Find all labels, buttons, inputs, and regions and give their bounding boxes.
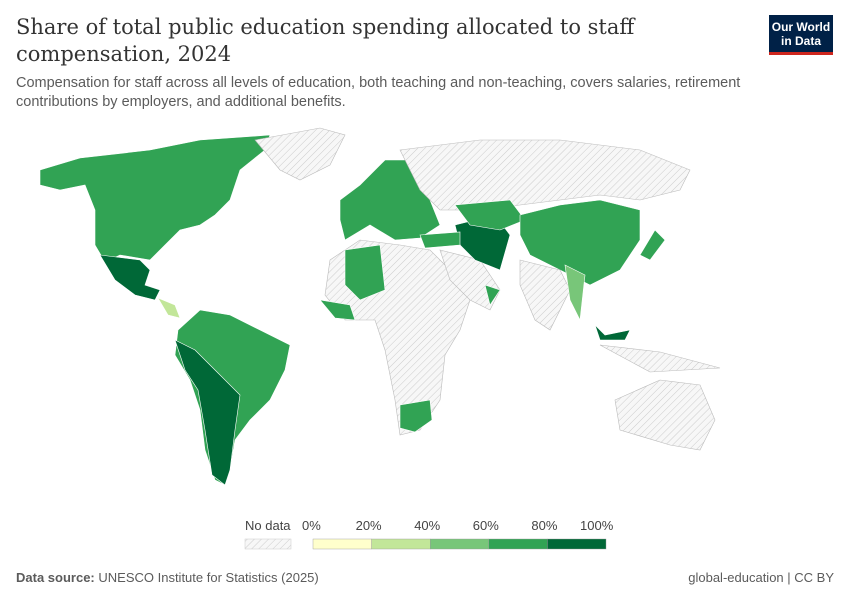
legend-no-data-label: No data	[245, 518, 291, 533]
legend-tick: 80%	[531, 518, 558, 533]
legend-no-data-swatch	[244, 538, 292, 550]
legend-bin-4[interactable]	[547, 538, 607, 550]
legend-bin-2[interactable]	[429, 538, 489, 550]
source-text[interactable]: UNESCO Institute for Statistics (2025)	[98, 570, 319, 585]
legend-bin-0[interactable]	[312, 538, 372, 550]
legend-tick: 0%	[302, 518, 321, 533]
region-kazakhstan[interactable]	[454, 199, 526, 231]
region-japan[interactable]	[639, 229, 666, 261]
legend-tick: 40%	[414, 518, 441, 533]
region-indonesia[interactable]	[599, 344, 721, 373]
owid-logo[interactable]: Our World in Data	[769, 15, 833, 55]
region-oman[interactable]	[484, 284, 501, 306]
region-central-america[interactable]	[157, 297, 181, 319]
legend-bin-3[interactable]	[488, 538, 548, 550]
region-west-africa[interactable]	[319, 299, 356, 321]
region-turkey[interactable]	[419, 231, 461, 249]
region-myanmar[interactable]	[564, 264, 586, 322]
region-peru-bolivia-argentina[interactable]	[174, 339, 241, 486]
region-china[interactable]	[519, 199, 641, 286]
region-algeria[interactable]	[344, 244, 386, 301]
region-mexico[interactable]	[99, 254, 161, 301]
legend-tick: 60%	[472, 518, 499, 533]
region-north-america[interactable]	[39, 134, 271, 263]
legend-bin-1[interactable]	[371, 538, 431, 550]
chart-subtitle: Compensation for staff across all levels…	[16, 75, 741, 110]
source-label: Data source:	[16, 570, 95, 585]
data-source: Data source: UNESCO Institute for Statis…	[16, 570, 319, 585]
legend-swatches	[244, 538, 607, 550]
legend-tick: 100%	[580, 518, 614, 533]
region-south-africa[interactable]	[399, 399, 433, 433]
legend-tick: 20%	[355, 518, 382, 533]
region-australia[interactable]	[614, 379, 716, 451]
region-malaysia[interactable]	[594, 324, 631, 341]
chart-title: Share of total public education spending…	[16, 15, 635, 66]
region-greenland[interactable]	[254, 127, 346, 181]
region-russia[interactable]	[399, 139, 691, 211]
region-india[interactable]	[519, 259, 571, 331]
license[interactable]: global-education | CC BY	[688, 570, 834, 585]
